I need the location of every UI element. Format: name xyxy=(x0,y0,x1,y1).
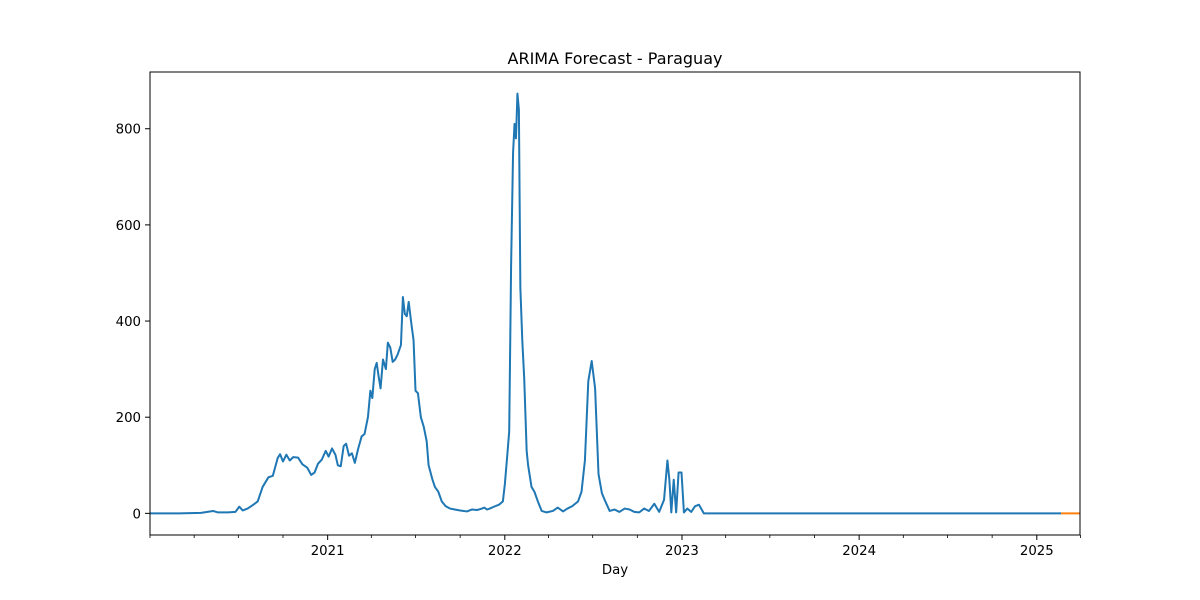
x-tick-label: 2025 xyxy=(1020,544,1054,559)
y-tick-label: 600 xyxy=(116,219,141,234)
chart-title: ARIMA Forecast - Paraguay xyxy=(508,49,723,68)
y-tick-label: 0 xyxy=(133,507,141,522)
y-tick-label: 200 xyxy=(116,411,141,426)
y-tick-label: 800 xyxy=(116,123,141,138)
x-tick-label: 2024 xyxy=(842,544,876,559)
y-axis: 0 200 400 600 800 xyxy=(116,123,150,522)
x-tick-label: 2021 xyxy=(311,544,345,559)
axes-frame xyxy=(149,71,1081,536)
x-tick-label: 2023 xyxy=(665,544,699,559)
x-axis-label: Day xyxy=(602,563,628,578)
x-tick-label: 2022 xyxy=(488,544,522,559)
y-tick-label: 400 xyxy=(116,315,141,330)
series-layer xyxy=(150,92,1080,515)
x-axis: 2021 2022 2023 2024 2025 xyxy=(149,535,1081,559)
series-line-0 xyxy=(150,92,1062,515)
